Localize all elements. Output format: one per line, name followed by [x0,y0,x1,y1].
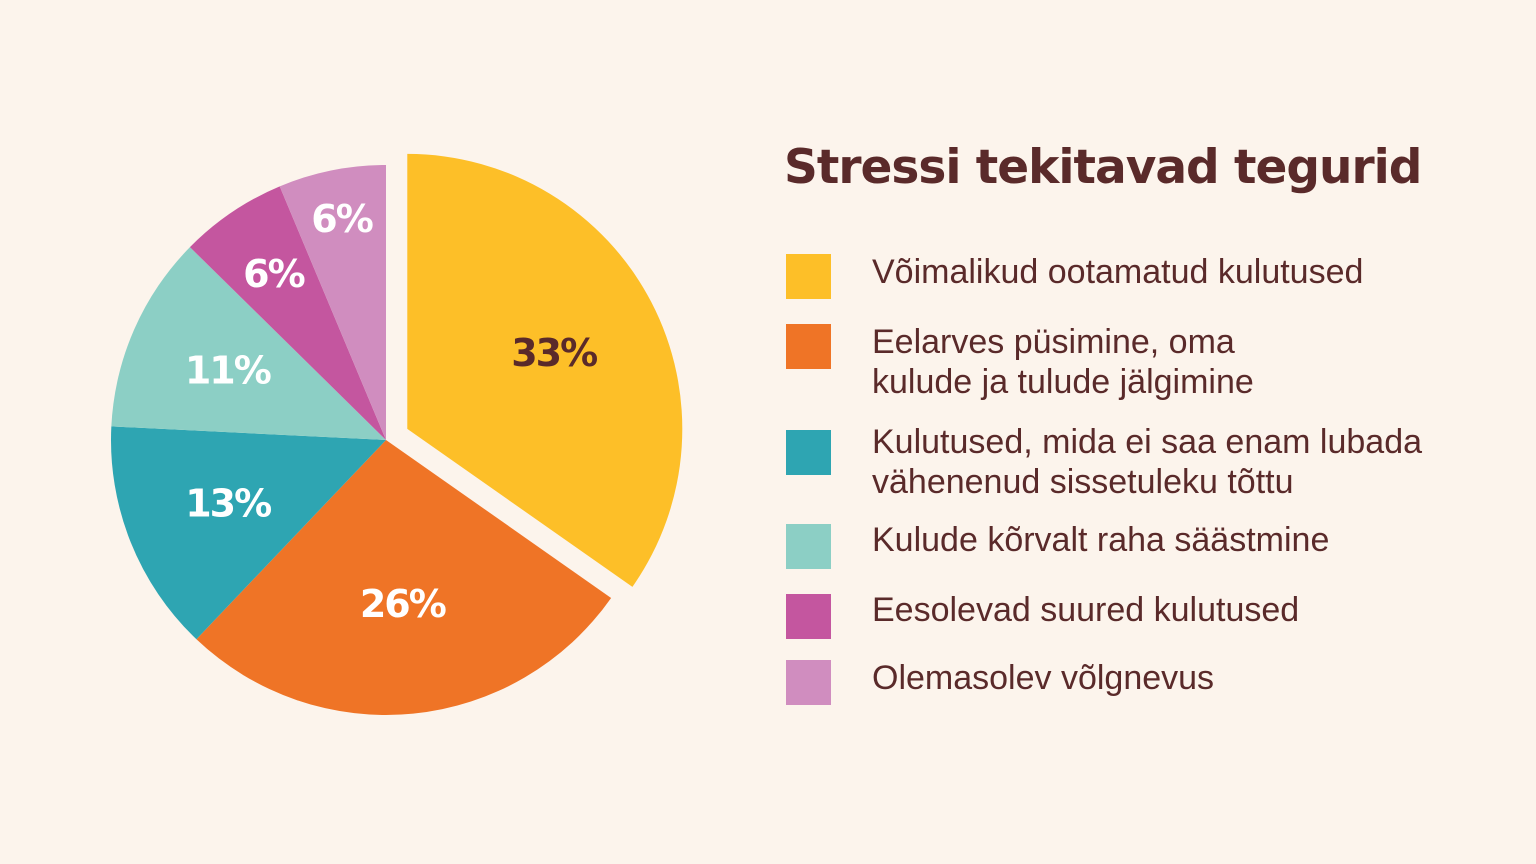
pie-slice-4 [111,247,386,440]
pie-slice-2 [196,440,612,715]
pie-slice-6 [279,165,386,440]
chart-title: Stressi tekitavad tegurid [784,140,1422,195]
pie-slice-3 [110,426,386,640]
legend-swatch [786,430,831,475]
legend-label: Olemasolev võlgnevus [872,659,1215,697]
slice-value-label-6: 6% [311,197,372,241]
legend-label: Kulude kõrvalt raha säästmine [872,521,1330,559]
slice-value-label-3: 13% [185,481,271,525]
legend-label: Kulutused, mida ei saa enam lubada vähen… [872,423,1423,501]
legend: Stressi tekitavad tegurid Võimalikud oot… [784,138,1504,705]
slice-value-label-4: 11% [185,348,271,392]
legend-swatch [786,524,831,569]
legend-swatch [786,594,831,639]
pie-slice-1 [407,153,683,587]
legend-swatch [786,324,831,369]
legend-label: Eesolevad suured kulutused [872,591,1300,629]
legend-label: Eelarves püsimine, oma kulude ja tulude … [872,323,1254,401]
pie-slice-5 [189,186,386,440]
legend-swatch [786,660,831,705]
legend-label: Võimalikud ootamatud kulutused [872,253,1364,291]
slice-value-label-5: 6% [243,252,304,296]
legend-swatch [786,254,831,299]
pie-slices [110,153,683,715]
slice-value-label-1: 33% [511,331,597,375]
pie-slice-labels: 33% 26% 13% 11% 6%6% [185,197,599,626]
slice-value-label-2: 26% [360,582,446,626]
